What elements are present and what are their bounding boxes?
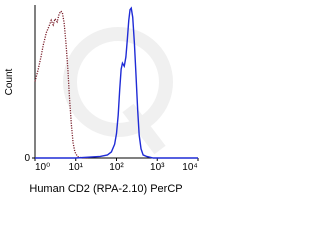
x-tick-label: 10²: [109, 162, 124, 173]
series-line: [34, 10, 89, 159]
x-tick-label: 10³: [150, 162, 165, 173]
watermark: [63, 27, 173, 155]
x-axis-label: Human CD2 (RPA-2.10) PerCP: [29, 183, 182, 195]
x-tick-label: 10⁴: [182, 162, 197, 173]
y-axis-label: Count: [4, 68, 15, 95]
y-tick-label: 0: [24, 153, 30, 164]
series-line: [35, 6, 198, 159]
x-tick-label: 10⁰: [35, 162, 50, 173]
chart: Count Human CD2 (RPA-2.10) PerCP 10⁰ 10¹ 1…: [4, 5, 199, 195]
x-tick-label: 10¹: [69, 162, 84, 173]
